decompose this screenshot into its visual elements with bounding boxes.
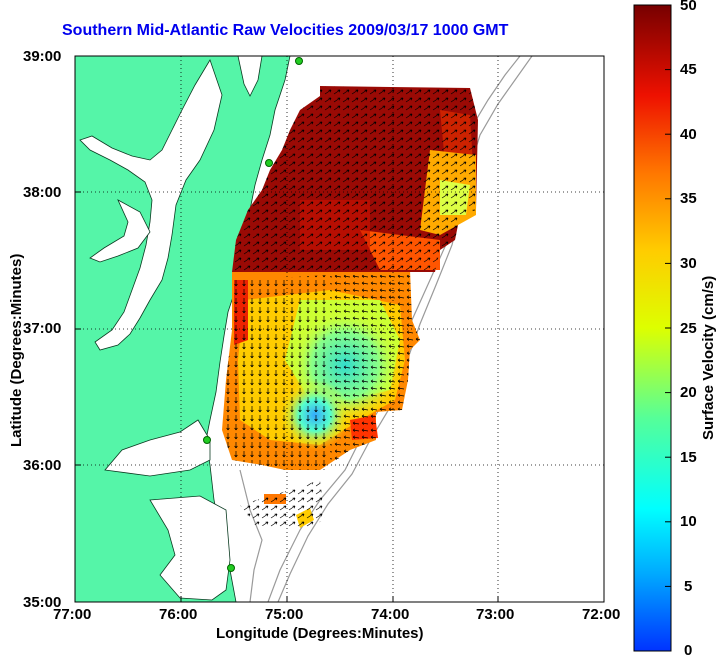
colorbar-tick-label: 40	[680, 126, 697, 143]
bay-channel	[89, 199, 151, 263]
grid-lines	[75, 56, 604, 602]
pamlico-sound	[149, 495, 231, 601]
colorbar-tick-label: 10	[680, 513, 697, 530]
x-tick-label: 73:00	[476, 606, 515, 623]
colorbar	[633, 4, 672, 652]
y-tick-label: 37:00	[23, 320, 62, 337]
x-tick-label: 75:00	[265, 606, 304, 623]
y-axis-label: Latitude (Degrees:Minutes)	[8, 253, 25, 447]
colorbar-tick-label: 20	[680, 384, 697, 401]
axis-ticks	[75, 191, 499, 602]
x-axis-label: Longitude (Degrees:Minutes)	[216, 625, 424, 642]
colorbar-ticks	[665, 4, 671, 587]
colorbar-tick-label: 15	[680, 449, 697, 466]
map-title-text: Southern Mid-Atlantic Raw Velocities 200…	[62, 22, 509, 39]
colorbar-tick-label: 45	[680, 61, 697, 78]
x-tick-label: 76:00	[159, 606, 198, 623]
y-tick-label: 35:00	[23, 594, 62, 611]
radar-stations	[203, 57, 303, 572]
x-tick-label: 72:00	[582, 606, 621, 623]
station-marker	[227, 564, 235, 572]
station-marker	[203, 436, 211, 444]
colorbar-label: Surface Velocity (cm/s)	[700, 275, 717, 440]
delaware-bay	[237, 56, 263, 97]
colorbar-tick-label: 35	[680, 190, 697, 207]
colorbar-tick-label: 50	[680, 0, 697, 14]
colorbar-tick-label: 0	[684, 642, 693, 659]
y-tick-label: 36:00	[23, 457, 62, 474]
x-tick-label: 77:00	[53, 606, 92, 623]
chesapeake-bay	[79, 59, 223, 351]
station-marker	[265, 159, 273, 167]
sound-inlet	[104, 419, 211, 477]
station-marker	[295, 57, 303, 65]
colorbar-tick-label: 30	[680, 255, 697, 272]
y-tick-label: 38:00	[23, 184, 62, 201]
colorbar-tick-label: 25	[680, 320, 697, 337]
y-tick-label: 39:00	[23, 48, 62, 65]
x-tick-label: 74:00	[371, 606, 410, 623]
colorbar-tick-label: 5	[684, 578, 693, 595]
